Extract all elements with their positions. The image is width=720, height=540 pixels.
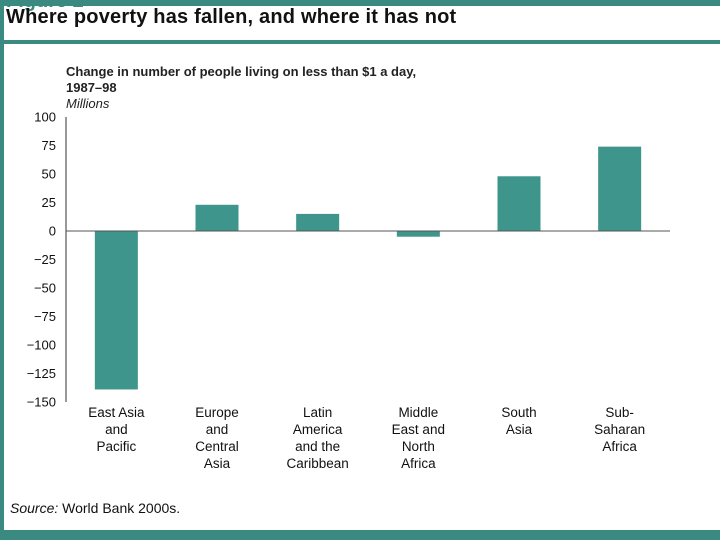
y-tick-label: −100 — [27, 338, 56, 353]
category-label-line: East Asia — [88, 405, 145, 420]
category-label-line: Asia — [204, 456, 231, 471]
category-label-line: North — [402, 439, 435, 454]
y-tick-label: 100 — [34, 110, 56, 125]
category-label: Europe and Central Asia — [195, 405, 239, 471]
category-label-line: Europe — [195, 405, 239, 420]
category-label: Sub- Saharan Africa — [594, 405, 645, 454]
bar — [396, 231, 440, 237]
y-tick-label: 75 — [42, 138, 56, 153]
category-label-line: Caribbean — [287, 456, 349, 471]
source-label: Source: — [10, 500, 59, 516]
bar — [497, 176, 541, 231]
bar — [296, 213, 340, 231]
category-label-line: Saharan — [594, 422, 645, 437]
category-label-line: Central — [195, 439, 239, 454]
units-label: Millions — [66, 96, 110, 111]
category-label-line: and — [105, 422, 128, 437]
category-label: East Asia and Pacific — [88, 405, 145, 454]
y-tick-label: −50 — [34, 281, 56, 296]
category-label-line: Middle — [398, 405, 438, 420]
y-tick-label: −25 — [34, 252, 56, 267]
source-note: Source: World Bank 2000s. — [10, 500, 180, 516]
y-tick-label: −125 — [27, 366, 56, 381]
category-label: Latin America and the Caribbean — [287, 405, 349, 471]
category-label-line: and the — [295, 439, 340, 454]
bar — [94, 231, 138, 390]
left-rule — [0, 0, 4, 540]
subtitle-line-2: 1987–98 — [66, 80, 117, 95]
category-label-line: Latin — [303, 405, 332, 420]
chart-subtitle: Change in number of people living on les… — [66, 64, 416, 112]
bottom-rule — [0, 530, 720, 540]
category-label-line: South — [501, 405, 536, 420]
category-label: Middle East and North Africa — [392, 405, 445, 471]
y-tick-label: 0 — [49, 224, 56, 239]
category-label-line: Africa — [401, 456, 436, 471]
chart-title: Where poverty has fallen, and where it h… — [6, 6, 457, 28]
bar — [195, 204, 239, 231]
source-text: World Bank 2000s. — [58, 500, 181, 516]
bar — [598, 146, 642, 231]
title-rule — [0, 40, 720, 44]
category-label-line: East and — [392, 422, 445, 437]
figure-label: Figure 2 — [6, 0, 84, 12]
category-label-line: Africa — [602, 439, 637, 454]
category-label-line: and — [206, 422, 229, 437]
category-label-line: America — [293, 422, 343, 437]
category-label-line: Pacific — [96, 439, 136, 454]
category-label: South Asia — [501, 405, 536, 437]
subtitle-line-1: Change in number of people living on les… — [66, 64, 417, 79]
category-label-line: Asia — [506, 422, 533, 437]
y-tick-label: −75 — [34, 309, 56, 324]
y-tick-label: 50 — [42, 167, 56, 182]
y-tick-label: 25 — [42, 195, 56, 210]
category-label-line: Sub- — [605, 405, 634, 420]
top-rule — [0, 0, 720, 6]
y-tick-label: −150 — [27, 395, 56, 410]
